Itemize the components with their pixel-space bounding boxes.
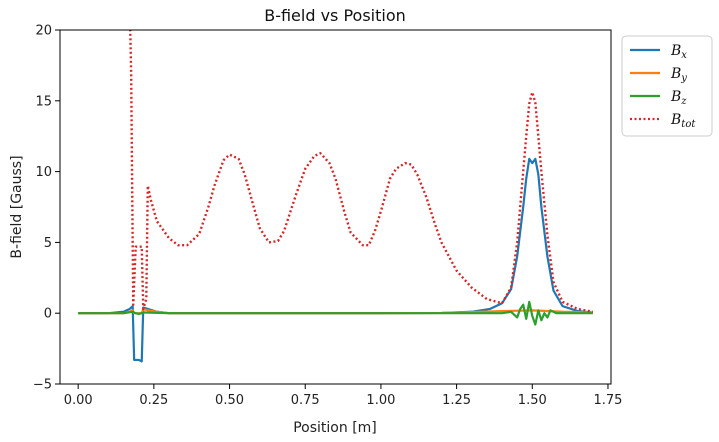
legend-box [621, 35, 713, 137]
x-tick-label: 0.75 [291, 393, 320, 408]
x-axis: 0.00 0.25 0.50 0.75 1.00 1.25 1.50 1.75 [64, 384, 622, 408]
x-tick-label: 0.25 [139, 393, 168, 408]
series-layer [78, 30, 594, 363]
y-tick-label: 0 [44, 307, 52, 322]
legend: Bx By Bz Btot [621, 35, 713, 137]
series-line-b-tot [129, 30, 594, 313]
chart-title: B-field vs Position [264, 6, 406, 25]
x-tick-label: 1.75 [593, 393, 622, 408]
x-tick-label: 0.50 [215, 393, 244, 408]
y-tick-label: −5 [33, 378, 52, 393]
y-tick-label: 20 [35, 24, 52, 39]
x-tick-label: 1.00 [366, 393, 395, 408]
legend-label: By [670, 66, 687, 84]
legend-label: Bx [670, 43, 687, 61]
legend-label: Btot [670, 112, 696, 130]
y-axis-label: B-field [Gauss] [9, 155, 25, 258]
x-tick-label: 1.25 [442, 393, 471, 408]
plot-frame [59, 29, 612, 385]
y-axis: −5 0 5 10 15 20 [33, 24, 60, 393]
legend-label: Bz [670, 89, 687, 107]
series-line-b-z [78, 300, 593, 326]
x-axis-label: Position [m] [293, 420, 377, 436]
y-tick-label: 15 [35, 94, 52, 109]
y-tick-label: 5 [44, 236, 52, 251]
y-tick-label: 10 [35, 165, 52, 180]
series-line-b-x [78, 157, 593, 363]
x-tick-label: 0.00 [64, 393, 93, 408]
x-tick-label: 1.50 [518, 393, 547, 408]
